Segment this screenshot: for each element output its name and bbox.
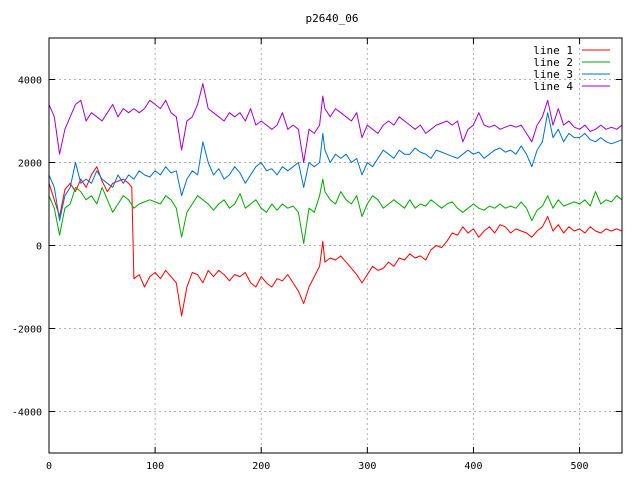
series-line-3: [48, 112, 623, 222]
y-tick-label: 4000: [18, 76, 42, 87]
x-tick-label: 0: [46, 461, 52, 472]
series-line-4: [48, 83, 623, 163]
series-group: [48, 83, 623, 317]
chart-title: p2640_06: [306, 12, 359, 25]
x-tick-label: 500: [571, 461, 589, 472]
y-tick-label: -4000: [12, 408, 42, 419]
x-tick-label: 100: [146, 461, 164, 472]
legend-label: line 2: [533, 56, 573, 69]
series-line-2: [48, 178, 623, 244]
x-tick-label: 400: [464, 461, 482, 472]
axis-ticks: 0 100 200 300 400 500 -4000 -2000 0 2000 4000: [12, 38, 622, 472]
legend-label: line 4: [533, 80, 573, 93]
series-line-1: [48, 166, 623, 317]
x-tick-label: 300: [358, 461, 376, 472]
y-tick-label: 0: [36, 242, 42, 253]
legend-label: line 3: [533, 68, 573, 81]
x-tick-label: 200: [252, 461, 270, 472]
y-tick-label: -2000: [12, 325, 42, 336]
grid: [49, 38, 622, 453]
y-tick-label: 2000: [18, 159, 42, 170]
legend-label: line 1: [533, 44, 573, 57]
